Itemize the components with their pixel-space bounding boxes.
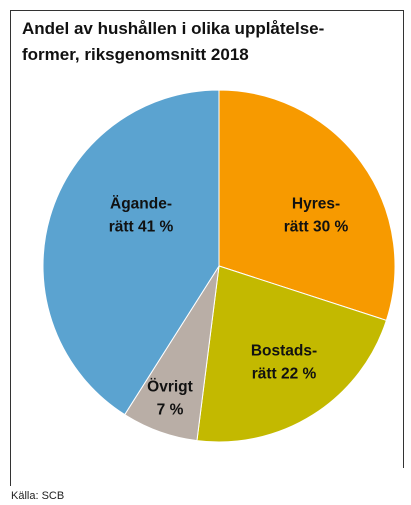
- slice-label: Övrigt: [147, 379, 193, 396]
- slice-label: rätt 30 %: [284, 219, 349, 236]
- slice-label: Hyres-: [292, 196, 340, 213]
- chart-title: Andel av hushållen i olika upplåtelse-: [22, 19, 324, 38]
- frame: [10, 10, 404, 486]
- pie-slice: [196, 265, 388, 443]
- chart-title: former, riksgenomsnitt 2018: [22, 45, 249, 64]
- pie-slice: [42, 89, 220, 416]
- slice-label: Bostads-: [251, 343, 317, 360]
- slice-label: Ägande-: [110, 196, 172, 213]
- pie-slice: [218, 89, 396, 322]
- slice-label: rätt 22 %: [252, 366, 317, 383]
- source: Källa: SCB: [11, 490, 64, 502]
- labels: Hyres-rätt 30 % Bostads-rätt 22 % Övrigt 7 …: [109, 196, 349, 419]
- slice-label: rätt 41 %: [109, 219, 174, 236]
- slice-label: 7 %: [157, 402, 184, 419]
- pie: [42, 89, 396, 443]
